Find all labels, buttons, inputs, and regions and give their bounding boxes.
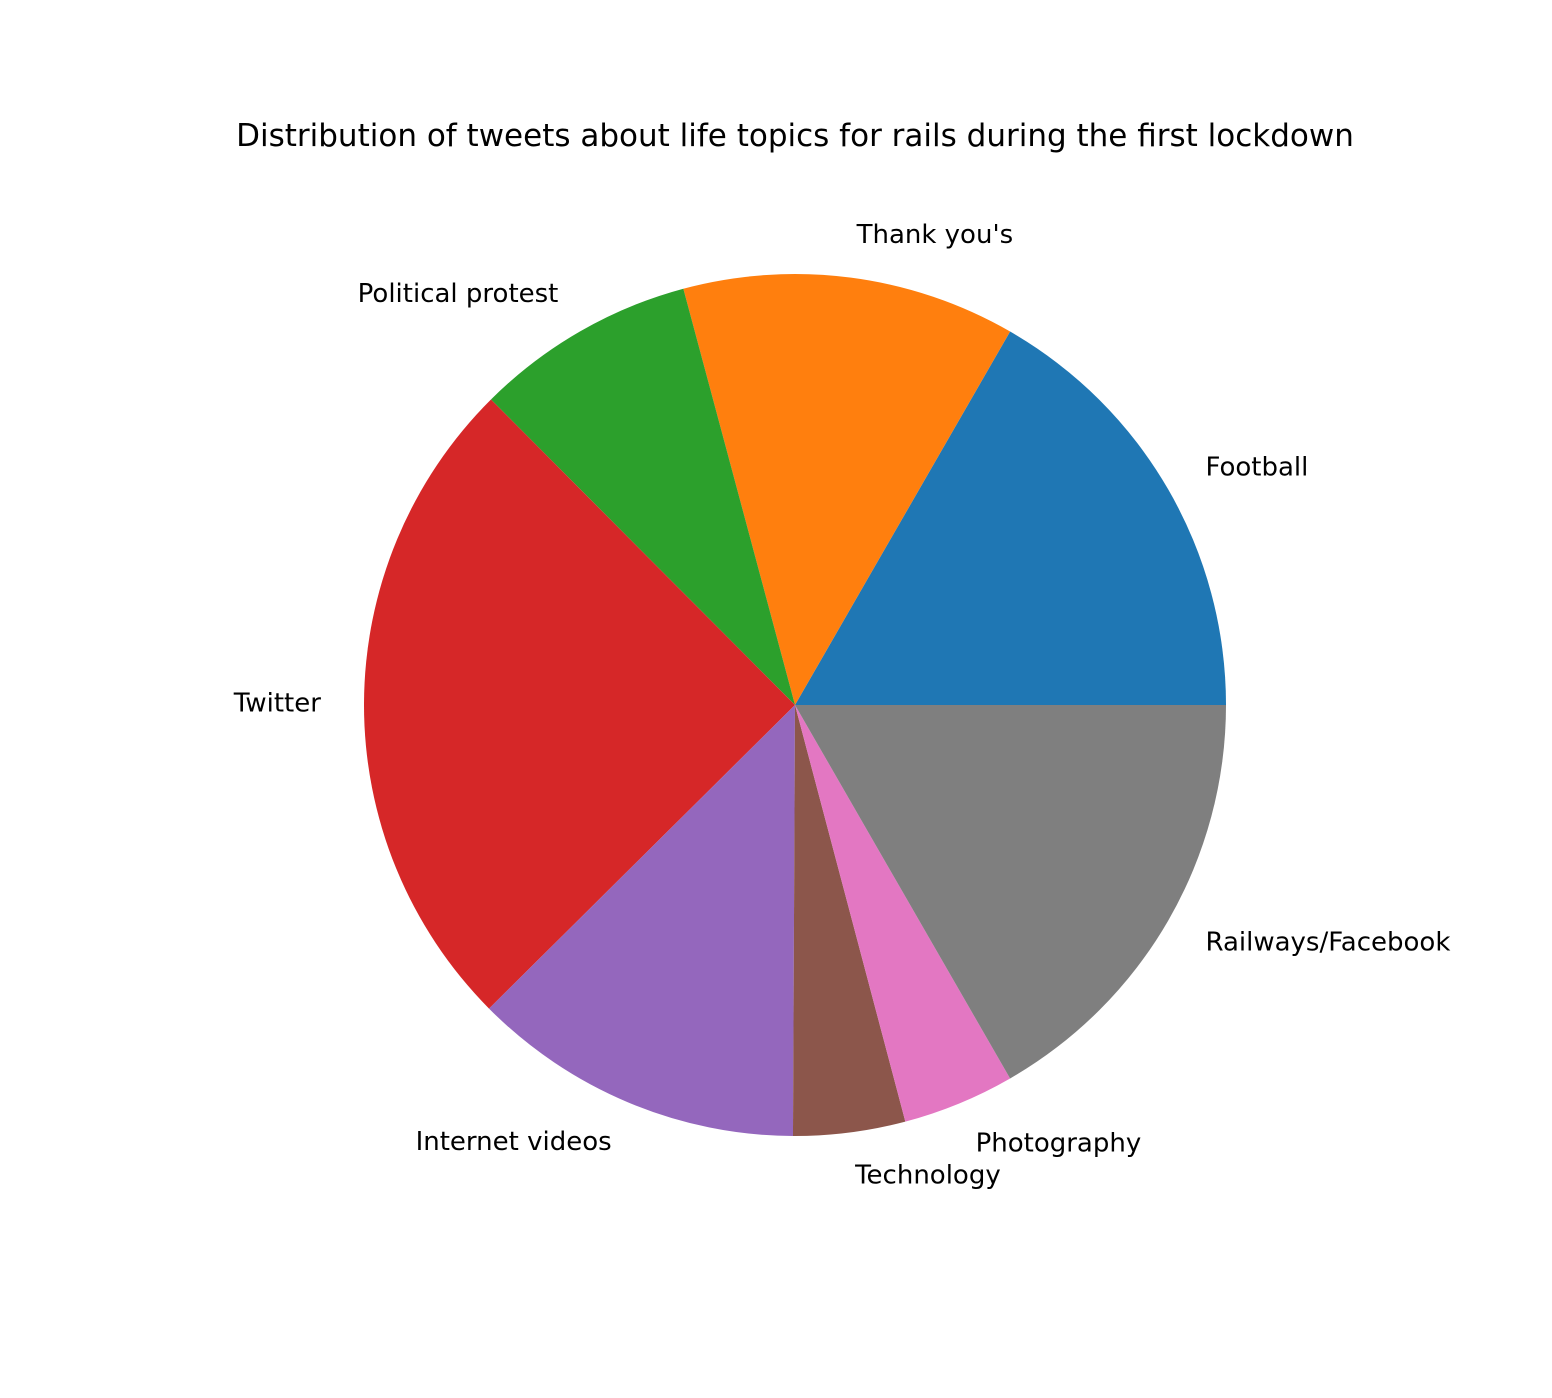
pie-slice-railways-facebook (795, 705, 1226, 1079)
pie-label-thank-you-s: Thank you's (856, 220, 1014, 250)
pie-label-photography: Photography (976, 1128, 1142, 1158)
pie-label-technology: Technology (854, 1160, 1001, 1190)
pie-label-football: Football (1205, 453, 1308, 483)
pie-slices (363, 274, 1226, 1137)
pie-labels: Football Thank you's Political protest Twit… (233, 220, 1451, 1190)
pie-slice-football (795, 331, 1226, 705)
pie-label-internet-videos: Internet videos (416, 1127, 612, 1157)
pie-label-political-protest: Political protest (358, 279, 559, 309)
chart-title: Distribution of tweets about life topics… (236, 118, 1354, 154)
pie-label-railways-facebook: Railways/Facebook (1205, 927, 1450, 957)
pie-slice-political-protest (490, 288, 795, 705)
pie-slice-photography (795, 705, 1011, 1122)
pie-slice-technology (792, 705, 906, 1137)
pie-slice-twitter (363, 399, 795, 1009)
pie-slice-internet-videos (489, 705, 795, 1136)
pie-slice-thank-you-s (683, 274, 1011, 705)
pie-label-twitter: Twitter (233, 689, 321, 719)
